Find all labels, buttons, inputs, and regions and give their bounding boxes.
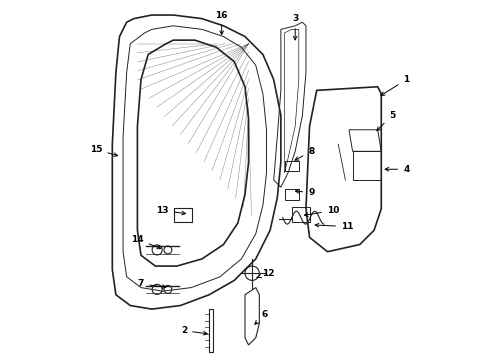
Text: 16: 16	[216, 10, 228, 35]
Text: 11: 11	[315, 222, 353, 231]
Text: 1: 1	[381, 75, 410, 95]
Text: 2: 2	[181, 326, 207, 335]
Text: 3: 3	[292, 14, 298, 40]
Text: 14: 14	[131, 235, 161, 249]
Text: 15: 15	[90, 145, 118, 156]
Text: 8: 8	[295, 147, 315, 160]
Text: 4: 4	[385, 165, 410, 174]
Text: 10: 10	[304, 206, 339, 216]
Text: 13: 13	[156, 206, 186, 215]
Text: 9: 9	[295, 188, 315, 197]
Text: 7: 7	[138, 279, 166, 288]
Text: 6: 6	[255, 310, 268, 324]
Text: 12: 12	[257, 269, 274, 278]
Text: 5: 5	[377, 111, 395, 131]
